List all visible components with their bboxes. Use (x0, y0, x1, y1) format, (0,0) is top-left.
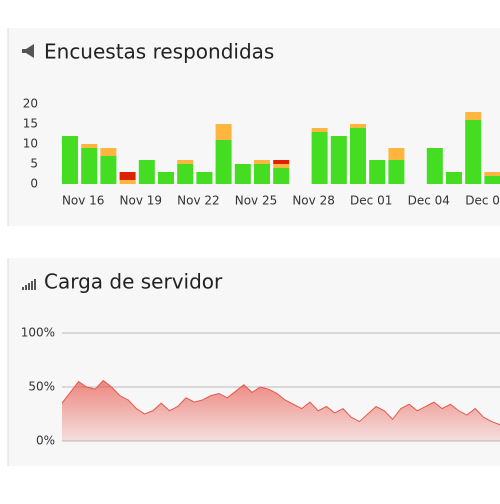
panel (8, 28, 500, 226)
bar-segment (234, 164, 251, 184)
bar-segment (465, 120, 482, 184)
y-tick-label: 5 (30, 157, 38, 171)
bar-segment (350, 128, 366, 184)
x-tick-label: Nov 28 (292, 194, 335, 208)
x-tick-label: Nov 25 (235, 194, 278, 208)
bar-segment (215, 124, 232, 140)
bar-segment (311, 128, 328, 132)
load-line (61, 379, 500, 426)
bar-segment (119, 172, 136, 180)
bar-segment (177, 160, 194, 164)
bar-segment (388, 148, 405, 160)
bar-segment (196, 172, 213, 184)
y-tick-label: 100% (21, 326, 55, 340)
bar-segment (350, 124, 366, 128)
bar-segment (369, 160, 386, 184)
bar-segment (138, 160, 155, 184)
megaphone-icon (22, 44, 34, 58)
bar-segment (62, 136, 78, 184)
bar-segment (119, 180, 136, 184)
bar-segment (100, 148, 117, 156)
bar-segment (254, 164, 270, 184)
bar-segment (100, 156, 117, 184)
signal-icon (22, 279, 36, 290)
bar-segment (465, 112, 482, 120)
y-tick-label: 50% (28, 380, 55, 394)
bar-segment (311, 132, 328, 184)
x-tick-label: Dec 07 (465, 194, 500, 208)
bar-segment (177, 164, 194, 184)
bar-segment (446, 172, 462, 184)
bar-segment (484, 172, 500, 176)
x-tick-label: Nov 19 (120, 194, 163, 208)
x-tick-label: Dec 04 (408, 194, 450, 208)
panel-title: Encuestas respondidas (44, 40, 274, 64)
load-area (62, 380, 500, 441)
bar-segment (81, 144, 98, 148)
bar-segment (254, 160, 270, 164)
bar-segment (158, 172, 174, 184)
y-tick-label: 10 (23, 137, 38, 151)
y-tick-label: 15 (23, 117, 38, 131)
bar-segment (273, 168, 290, 184)
bar-segment (388, 160, 405, 184)
bar-segment (273, 160, 290, 164)
x-tick-label: Nov 16 (62, 194, 105, 208)
panel-title: Carga de servidor (44, 270, 223, 294)
bar-segment (273, 164, 290, 168)
bar-segment (330, 136, 347, 184)
bar-segment (81, 148, 98, 184)
bar-segment (484, 176, 500, 184)
x-tick-label: Dec 01 (350, 194, 392, 208)
bar-segment (215, 140, 232, 184)
y-tick-label: 20 (23, 97, 38, 111)
bar-segment (426, 148, 443, 184)
y-tick-label: 0 (30, 177, 38, 191)
x-tick-label: Nov 22 (177, 194, 220, 208)
y-tick-label: 0% (36, 434, 55, 448)
